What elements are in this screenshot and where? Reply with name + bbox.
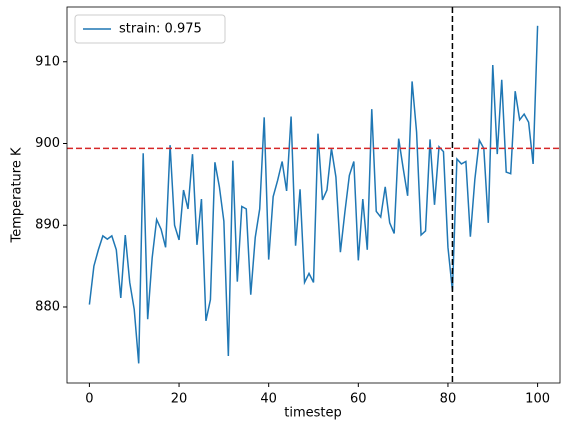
y-tick-label: 890 [35,218,60,233]
x-tick-label: 100 [525,392,550,407]
x-tick-label: 0 [85,392,93,407]
data-line [88,25,539,364]
legend-box [74,14,226,44]
y-axis-label: Temperature K [10,147,25,243]
y-tick-label: 880 [35,299,60,314]
x-tick-label: 60 [350,392,367,407]
y-tick-label: 900 [35,136,60,151]
x-axis-label: timestep [284,406,342,421]
y-tick-label: 910 [35,54,60,69]
x-tick-label: 80 [440,392,457,407]
x-tick-label: 40 [260,392,277,407]
plot-frame [66,6,561,384]
x-tick-label: 20 [171,392,188,407]
legend-label: strain: 0.975 [119,22,202,37]
